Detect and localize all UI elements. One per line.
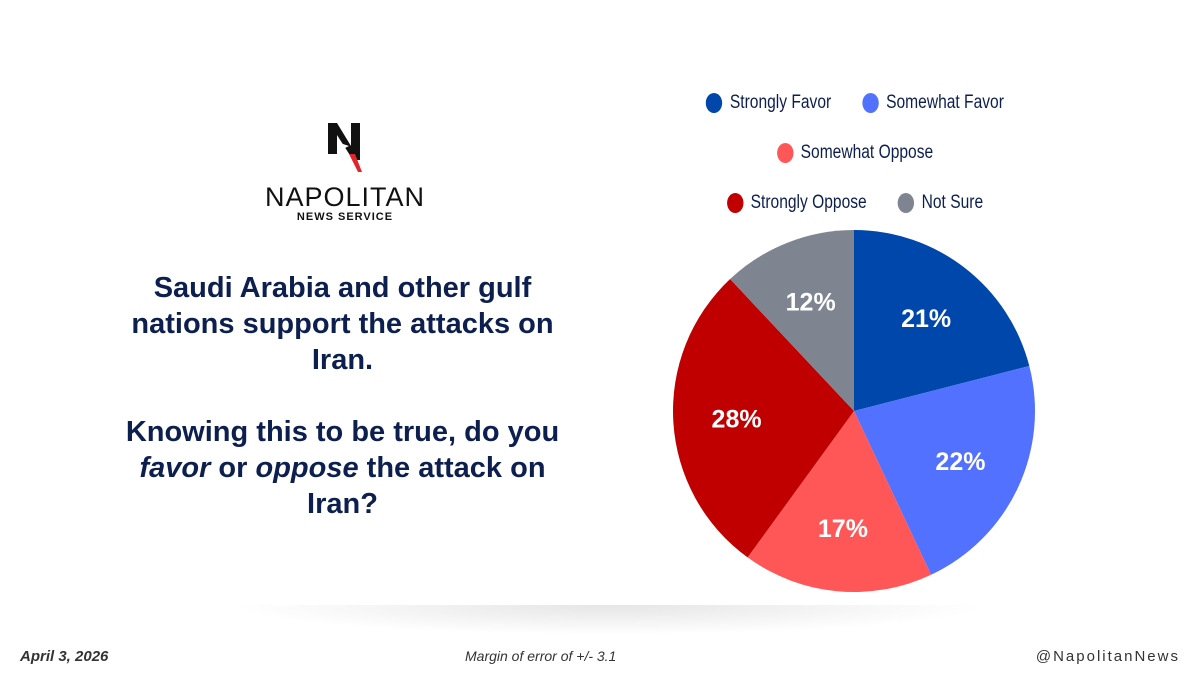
logo-subtitle: NEWS SERVICE: [296, 211, 394, 223]
footer-margin-of-error: Margin of error of +/- 3.1: [465, 648, 617, 664]
legend: Strongly Favor Somewhat Favor Somewhat O…: [695, 78, 1015, 228]
question-context: Saudi Arabia and other gulf nations supp…: [131, 272, 554, 376]
pie-label-strongly-favor: 21%: [901, 305, 951, 333]
pie-label-somewhat-oppose: 17%: [818, 515, 868, 543]
pie-label-not-sure: 12%: [786, 289, 836, 317]
pie-slice-strongly-oppose: [673, 279, 854, 558]
footer-handle: @NapolitanNews: [1035, 648, 1180, 665]
legend-item-strongly-oppose: Strongly Oppose: [726, 192, 867, 214]
shadow: [230, 605, 990, 635]
legend-item-somewhat-oppose: Somewhat Oppose: [776, 142, 933, 164]
question: Saudi Arabia and other gulf nations supp…: [110, 270, 575, 522]
pie-slice-somewhat-oppose: [747, 411, 932, 592]
question-text: Knowing this to be true, do you favor or…: [125, 416, 560, 520]
legend-item-not-sure: Not Sure: [897, 192, 983, 214]
pie-slice-strongly-favor: [854, 230, 1030, 411]
footer-date: April 3, 2026: [20, 648, 109, 665]
pie-slice-not-sure: [730, 230, 854, 411]
logo: NAPOLITAN NEWS SERVICE: [262, 120, 428, 223]
pie-label-somewhat-favor: 22%: [935, 448, 985, 476]
logo-n-icon: [328, 123, 362, 172]
legend-item-somewhat-favor: Somewhat Favor: [862, 92, 1004, 114]
pie-slice-somewhat-favor: [854, 365, 1036, 575]
logo-name: NAPOLITAN: [264, 182, 426, 212]
legend-item-strongly-favor: Strongly Favor: [706, 92, 831, 114]
pie-label-strongly-oppose: 28%: [712, 405, 762, 433]
